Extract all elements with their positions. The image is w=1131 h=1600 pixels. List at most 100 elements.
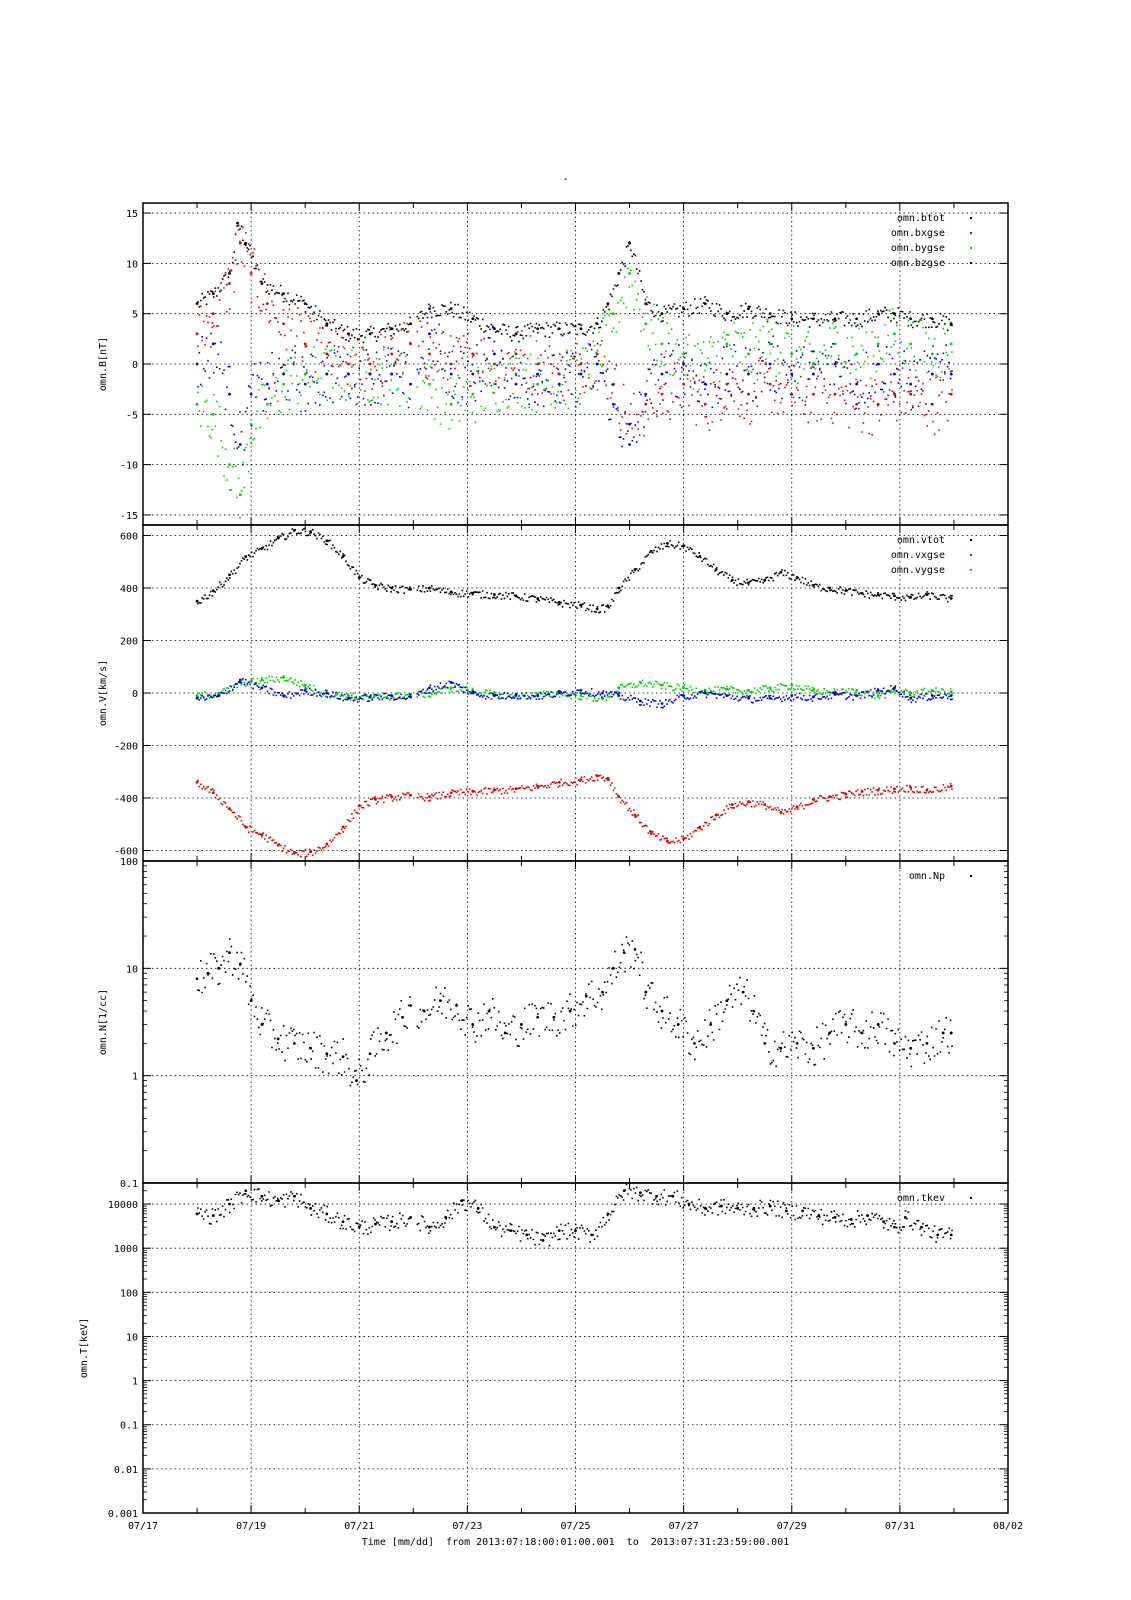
data-point	[292, 528, 296, 532]
data-point	[595, 607, 599, 611]
chart-panel-4: 10000 1000 100 10 1 0.1 0.01 0.001 omn.T[keV] omn…	[79, 1182, 1023, 1532]
data-point	[730, 803, 734, 806]
data-point	[860, 1031, 864, 1035]
x-axis-title-range: from 2013:07:18:00:01:00.001 to 2013:07:…	[446, 1537, 790, 1548]
data-point	[611, 966, 615, 970]
data-point	[374, 797, 377, 801]
data-point	[893, 1225, 896, 1229]
data-point	[703, 302, 707, 306]
data-point	[390, 1220, 394, 1224]
x-tick-label: 07/29	[777, 1521, 807, 1532]
data-point	[930, 694, 934, 698]
data-point	[844, 792, 848, 796]
data-point	[833, 362, 837, 366]
data-point	[282, 372, 285, 376]
data-point	[855, 688, 859, 692]
data-point	[768, 696, 772, 700]
data-point	[833, 342, 837, 346]
data-point	[949, 322, 953, 326]
data-point	[709, 1023, 713, 1026]
data-point	[595, 774, 599, 778]
data-point	[368, 695, 372, 699]
data-point	[876, 402, 880, 406]
x-axis-title: Time [mm/dd] from 2013:07:18:00:01:00.00…	[0, 1537, 1131, 1548]
y-axis-label: omn.V[km/s]	[98, 660, 109, 726]
data-point	[195, 780, 199, 784]
data-point	[725, 999, 729, 1003]
data-point	[893, 312, 896, 316]
data-point	[244, 555, 248, 558]
data-point	[195, 302, 199, 306]
data-point	[428, 686, 431, 690]
data-point	[390, 327, 394, 331]
y-tick-label: 10000	[108, 1200, 138, 1211]
data-point	[811, 317, 815, 321]
data-point	[936, 1233, 940, 1237]
legend-label: omn.bygse	[891, 243, 945, 254]
data-point	[449, 686, 453, 690]
data-point	[811, 695, 815, 699]
data-point	[211, 292, 215, 295]
data-point	[303, 382, 307, 386]
data-point	[909, 786, 913, 789]
data-point	[660, 372, 664, 376]
data-point	[671, 1194, 675, 1198]
data-point	[949, 342, 953, 346]
data-point	[828, 795, 831, 799]
data-point	[949, 372, 953, 376]
data-point	[579, 362, 583, 366]
data-point	[584, 994, 588, 998]
data-point	[471, 1023, 475, 1026]
data-point	[909, 392, 913, 396]
data-point	[428, 586, 431, 590]
data-point	[660, 702, 664, 705]
data-point	[941, 1031, 945, 1035]
data-point	[347, 332, 350, 336]
data-point	[595, 322, 599, 326]
data-point	[525, 1233, 529, 1237]
data-point	[520, 1023, 523, 1026]
data-point	[228, 573, 231, 577]
data-point	[617, 272, 621, 275]
data-point	[660, 683, 664, 687]
page-title: -	[562, 172, 569, 185]
data-point	[855, 317, 859, 321]
series-points	[197, 1183, 953, 1247]
y-axis-label: omn.B[nT]	[98, 337, 109, 391]
data-point	[763, 803, 767, 806]
data-point	[428, 1225, 431, 1229]
data-point	[260, 833, 264, 837]
x-tick-label: 07/17	[128, 1521, 158, 1532]
data-point	[574, 1229, 577, 1233]
data-point	[514, 787, 518, 791]
data-point	[428, 332, 431, 336]
data-point	[276, 1037, 280, 1041]
x-tick-label: 07/23	[452, 1521, 482, 1532]
data-point	[503, 1031, 507, 1035]
data-point	[747, 392, 750, 396]
data-point	[211, 589, 215, 593]
data-point	[449, 402, 453, 406]
data-point	[282, 675, 285, 679]
legend-label: omn.bzgse	[891, 258, 945, 269]
data-point	[638, 699, 642, 703]
data-point	[682, 837, 686, 841]
data-point	[790, 352, 794, 356]
data-point	[455, 1004, 458, 1007]
data-point	[325, 1212, 329, 1216]
chart-panel-1: 15 10 5 0 -5 -10 -15 omn.B[nT] omn.btot omn.bxgse…	[98, 202, 1009, 526]
data-point	[660, 342, 664, 346]
data-point	[536, 784, 540, 788]
data-point	[633, 568, 637, 572]
series-points	[197, 675, 953, 702]
data-point	[341, 1055, 345, 1059]
data-point	[309, 850, 312, 854]
legend-marker	[970, 539, 972, 541]
legend-label: omn.bxgse	[891, 228, 945, 239]
data-point	[601, 691, 604, 695]
legend-marker	[970, 554, 972, 556]
data-point	[368, 1052, 372, 1056]
data-point	[409, 382, 413, 386]
data-point	[801, 1209, 804, 1213]
